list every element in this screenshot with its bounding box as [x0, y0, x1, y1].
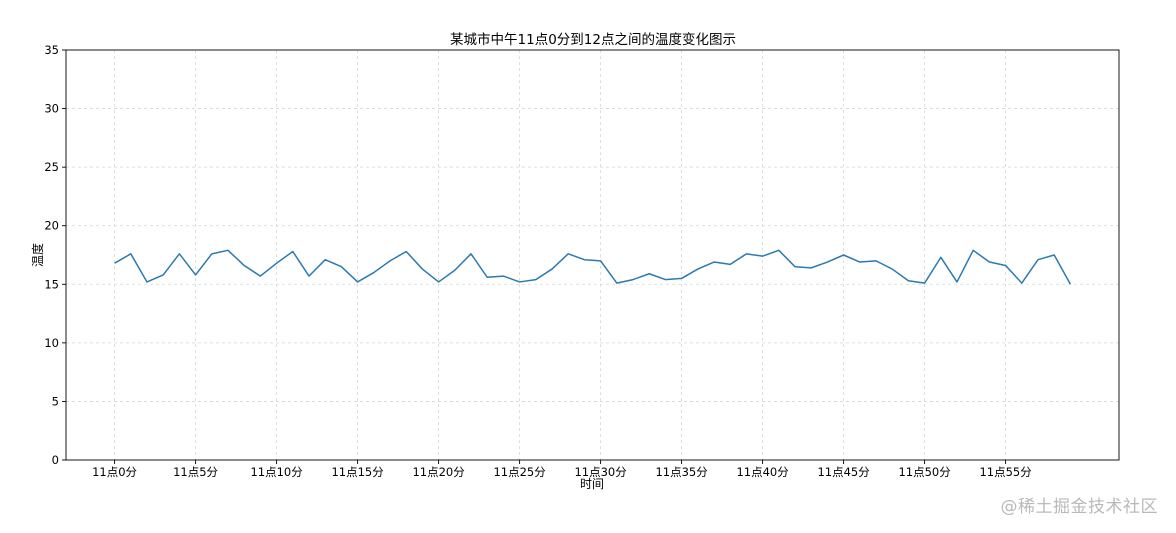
- y-axis-ticks: 0 5 10 15 20 25 30 35: [44, 43, 66, 467]
- y-tick-label: 30: [44, 102, 59, 116]
- x-tick-label: 11点55分: [979, 465, 1032, 479]
- grid-lines: [66, 49, 1119, 461]
- x-tick-label: 11点10分: [250, 465, 303, 479]
- x-tick-label: 11点20分: [412, 465, 465, 479]
- y-tick-label: 35: [44, 43, 59, 57]
- x-axis-ticks: 11点0分 11点5分 11点10分 11点15分 11点20分 11点25分 11点30分…: [92, 460, 1032, 479]
- series-group: [114, 249, 1072, 285]
- y-tick-label: 10: [44, 336, 59, 350]
- plot-area-border: [65, 49, 1120, 461]
- y-tick-label: 5: [52, 394, 59, 408]
- chart-title: 某城市中午11点0分到12点之间的温度变化图示: [450, 31, 736, 48]
- x-tick-label: 11点45分: [817, 465, 870, 479]
- x-tick-label: 11点5分: [173, 465, 218, 479]
- x-tick-label: 11点35分: [655, 465, 708, 479]
- x-tick-label: 11点30分: [574, 465, 627, 479]
- x-tick-label: 11点0分: [92, 465, 137, 479]
- x-axis-label: 时间: [580, 477, 604, 491]
- y-tick-label: 25: [44, 160, 59, 174]
- x-tick-label: 11点40分: [736, 465, 789, 479]
- y-tick-label: 15: [44, 277, 59, 291]
- y-axis-label: 温度: [30, 243, 45, 267]
- y-tick-label: 20: [44, 219, 59, 233]
- watermark-text: @稀土掘金技术社区: [1000, 497, 1158, 517]
- x-tick-label: 11点25分: [493, 465, 546, 479]
- x-tick-label: 11点15分: [331, 465, 384, 479]
- x-tick-label: 11点50分: [898, 465, 951, 479]
- temperature-series-line: [114, 249, 1072, 285]
- y-tick-label: 0: [52, 453, 59, 467]
